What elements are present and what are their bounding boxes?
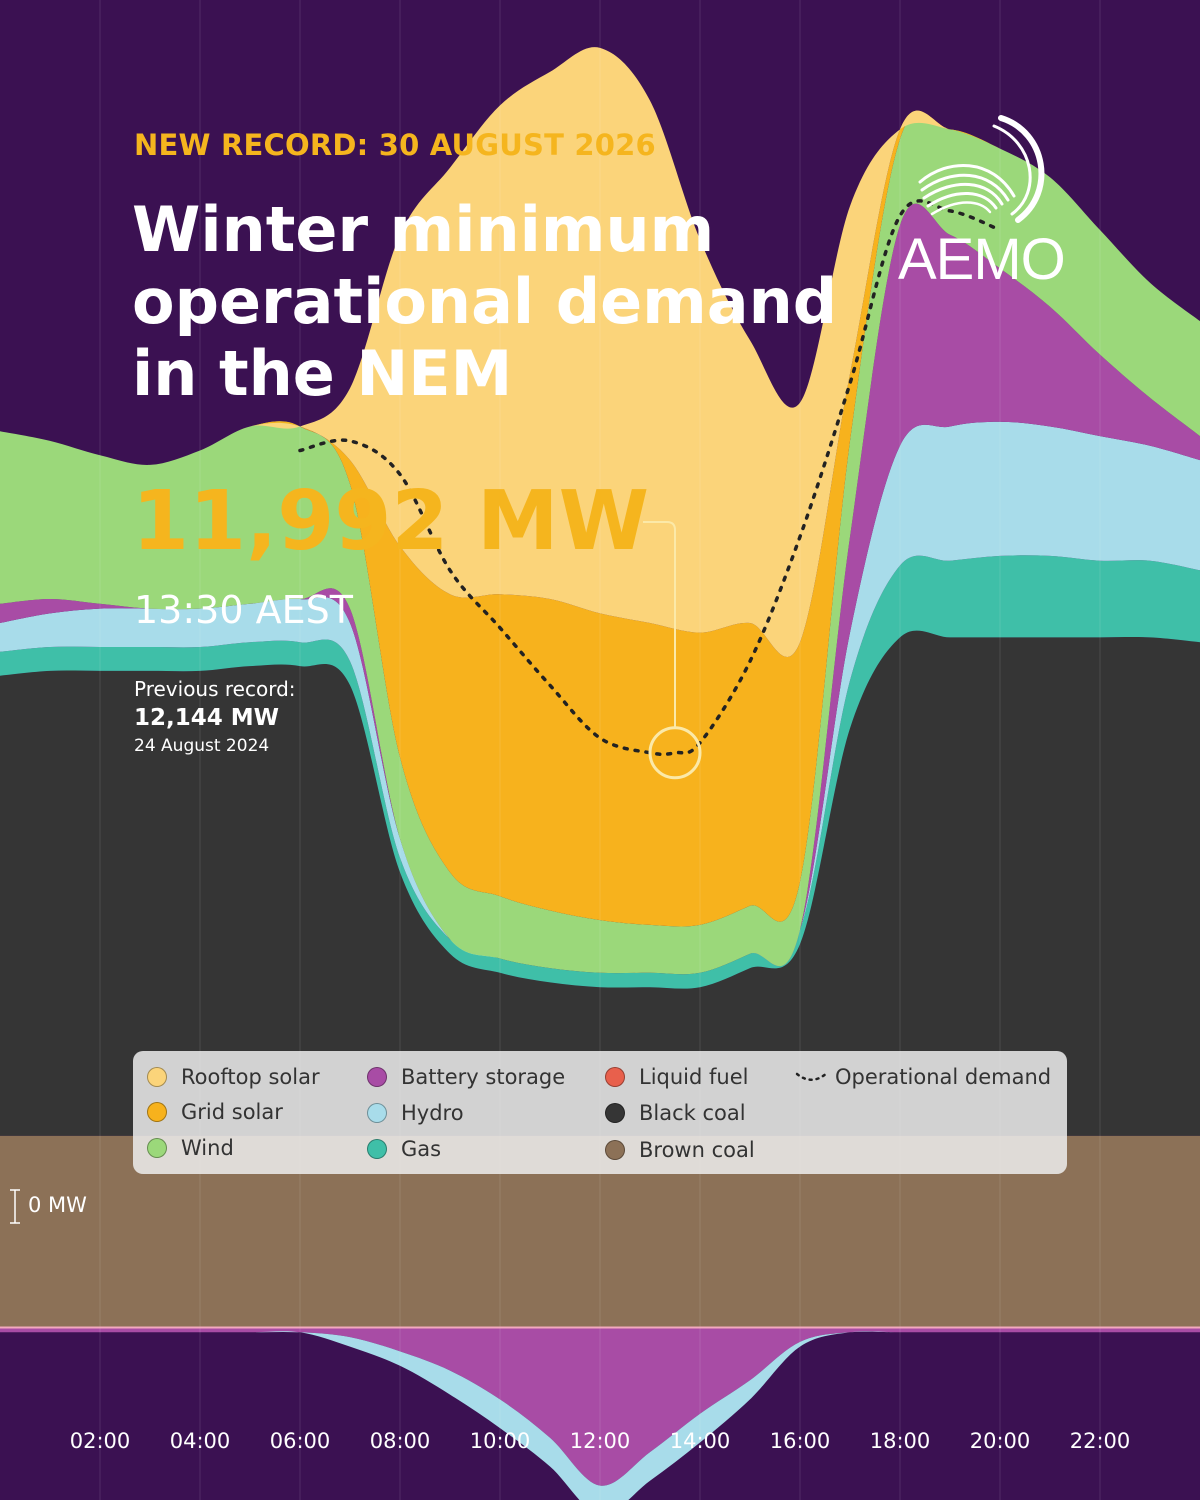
previous-record-date: 24 August 2024 xyxy=(134,736,270,756)
legend-swatch xyxy=(147,1138,167,1158)
chart-areas xyxy=(0,47,1200,1500)
legend-swatch xyxy=(147,1067,167,1087)
x-tick-label: 06:00 xyxy=(270,1429,331,1453)
x-tick-label: 14:00 xyxy=(670,1429,731,1453)
legend-item-operational-demand: Operational demand xyxy=(795,1065,1051,1089)
aemo-logo-swirl-icon xyxy=(918,115,1045,223)
legend-label: Wind xyxy=(181,1136,234,1160)
zero-mw-label: 0 MW xyxy=(28,1193,87,1217)
aemo-logo-wordmark: AEMO xyxy=(898,227,1066,292)
record-leader-line xyxy=(643,521,676,728)
legend-swatch xyxy=(367,1139,387,1159)
legend-label: Operational demand xyxy=(835,1065,1052,1089)
x-axis-tick-labels: 02:00 04:00 06:00 08:00 10:00 12:00 14:00 16:00… xyxy=(70,1429,1131,1453)
area-gas xyxy=(0,555,1200,989)
legend-item-gas: Gas xyxy=(367,1137,441,1161)
area-battery-storage xyxy=(0,203,1200,975)
x-tick-label: 02:00 xyxy=(70,1429,131,1453)
area-grid-solar xyxy=(0,110,1200,927)
area-brown-coal xyxy=(0,1135,1200,1328)
legend-swatch xyxy=(367,1103,387,1123)
legend-item-battery-storage: Battery storage xyxy=(367,1065,565,1089)
x-tick-label: 22:00 xyxy=(1070,1429,1131,1453)
previous-record-value: 12,144 MW xyxy=(134,705,280,731)
legend-label: Black coal xyxy=(639,1101,746,1125)
record-time: 13:30 AEST xyxy=(134,588,353,632)
title-line-3: in the NEM xyxy=(132,337,513,410)
legend-swatch xyxy=(147,1102,167,1122)
legend-label: Brown coal xyxy=(639,1138,755,1162)
legend-label: Gas xyxy=(401,1137,442,1161)
legend-item-brown-coal: Brown coal xyxy=(605,1138,755,1162)
legend-swatch xyxy=(605,1067,625,1087)
area-wind xyxy=(0,112,1200,975)
legend-label: Hydro xyxy=(401,1101,464,1125)
dashed-line-swatch-icon xyxy=(795,1071,829,1081)
legend-item-rooftop-solar: Rooftop solar xyxy=(147,1065,320,1089)
x-tick-label: 16:00 xyxy=(770,1429,831,1453)
x-tick-label: 04:00 xyxy=(170,1429,231,1453)
legend-swatch xyxy=(367,1067,387,1087)
legend-label: Liquid fuel xyxy=(639,1065,749,1089)
area-black-coal xyxy=(0,630,1200,1136)
title-line-1: Winter minimum xyxy=(132,193,715,266)
legend-item-hydro: Hydro xyxy=(367,1101,464,1125)
zero-mw-marker xyxy=(10,1189,20,1224)
legend-label: Rooftop solar xyxy=(181,1065,320,1089)
area-battery-storage-charging xyxy=(0,1327,1200,1486)
legend: Rooftop solar Grid solar Wind Battery st… xyxy=(133,1051,1067,1174)
legend-label: Battery storage xyxy=(401,1065,566,1089)
x-tick-label: 12:00 xyxy=(570,1429,631,1453)
area-rooftop-solar xyxy=(0,47,1200,657)
legend-item-wind: Wind xyxy=(147,1136,234,1160)
page-title: Winter minimum operational demand in the… xyxy=(132,194,852,410)
area-hydro xyxy=(0,421,1200,975)
x-tick-label: 10:00 xyxy=(470,1429,531,1453)
record-kicker: NEW RECORD: 30 AUGUST 2026 xyxy=(134,128,656,162)
x-tick-label: 08:00 xyxy=(370,1429,431,1453)
legend-swatch xyxy=(605,1140,625,1160)
time-gridlines xyxy=(99,0,1101,1500)
previous-record-label: Previous record: xyxy=(134,677,296,701)
record-value: 11,992 MW xyxy=(132,474,650,569)
x-tick-label: 20:00 xyxy=(970,1429,1031,1453)
legend-label: Grid solar xyxy=(181,1100,283,1124)
legend-item-liquid-fuel: Liquid fuel xyxy=(605,1065,748,1089)
x-tick-label: 18:00 xyxy=(870,1429,931,1453)
record-annotation xyxy=(643,521,702,780)
title-line-2: operational demand xyxy=(132,265,838,338)
legend-item-grid-solar: Grid solar xyxy=(147,1100,283,1124)
legend-swatch xyxy=(605,1103,625,1123)
legend-item-black-coal: Black coal xyxy=(605,1101,746,1125)
